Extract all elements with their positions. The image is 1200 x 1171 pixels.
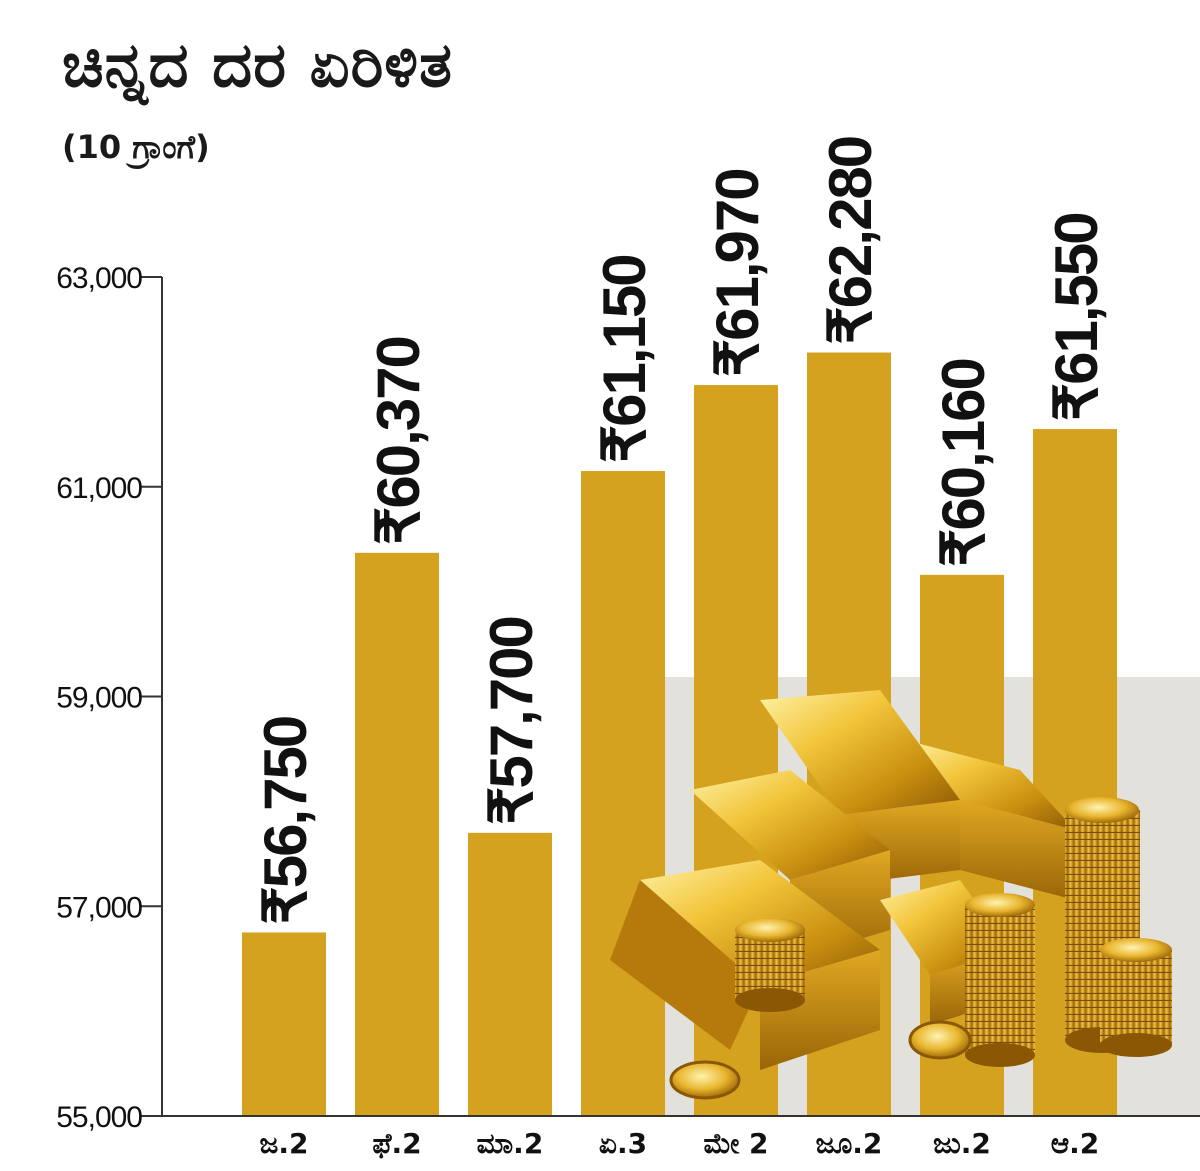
y-tick-label: 63,000 bbox=[56, 262, 142, 295]
gold-bars-and-coins-image bbox=[610, 690, 1172, 1100]
data-label: ₹60,160 bbox=[930, 359, 997, 567]
bar bbox=[581, 471, 665, 1116]
x-tick-label: ಮೇ 2 bbox=[703, 1127, 768, 1160]
y-tick-label: 55,000 bbox=[56, 1101, 142, 1134]
x-tick-label: ಜೂ.2 bbox=[816, 1127, 883, 1160]
data-label: ₹62,280 bbox=[817, 137, 884, 345]
x-tick-label: ಜು.2 bbox=[933, 1127, 991, 1160]
y-tick-label: 59,000 bbox=[56, 682, 142, 715]
y-tick-label: 57,000 bbox=[56, 891, 142, 924]
bar bbox=[468, 832, 552, 1116]
x-tick-label: ಜ.2 bbox=[260, 1127, 309, 1160]
chart-title: ಚಿನ್ನದ ದರ ಏರಿಳಿತ bbox=[62, 28, 453, 101]
data-label: ₹57,700 bbox=[478, 617, 545, 825]
data-label: ₹61,550 bbox=[1043, 213, 1110, 421]
data-label: ₹61,970 bbox=[704, 169, 771, 377]
bar bbox=[242, 932, 326, 1116]
x-tick-label: ಮಾ.2 bbox=[477, 1127, 544, 1160]
bar bbox=[355, 552, 439, 1116]
x-tick-label: ಫೆ.2 bbox=[372, 1127, 421, 1160]
data-label: ₹56,750 bbox=[252, 717, 319, 925]
y-tick-label: 61,000 bbox=[56, 472, 142, 505]
x-tick-label: ಆ.2 bbox=[1051, 1127, 1100, 1160]
x-tick-label: ಏ.3 bbox=[599, 1127, 647, 1160]
data-label: ₹60,370 bbox=[365, 337, 432, 545]
chart-subtitle: (10 ಗ್ರಾಂಗೆ) bbox=[62, 128, 210, 166]
data-label: ₹61,150 bbox=[591, 255, 658, 463]
